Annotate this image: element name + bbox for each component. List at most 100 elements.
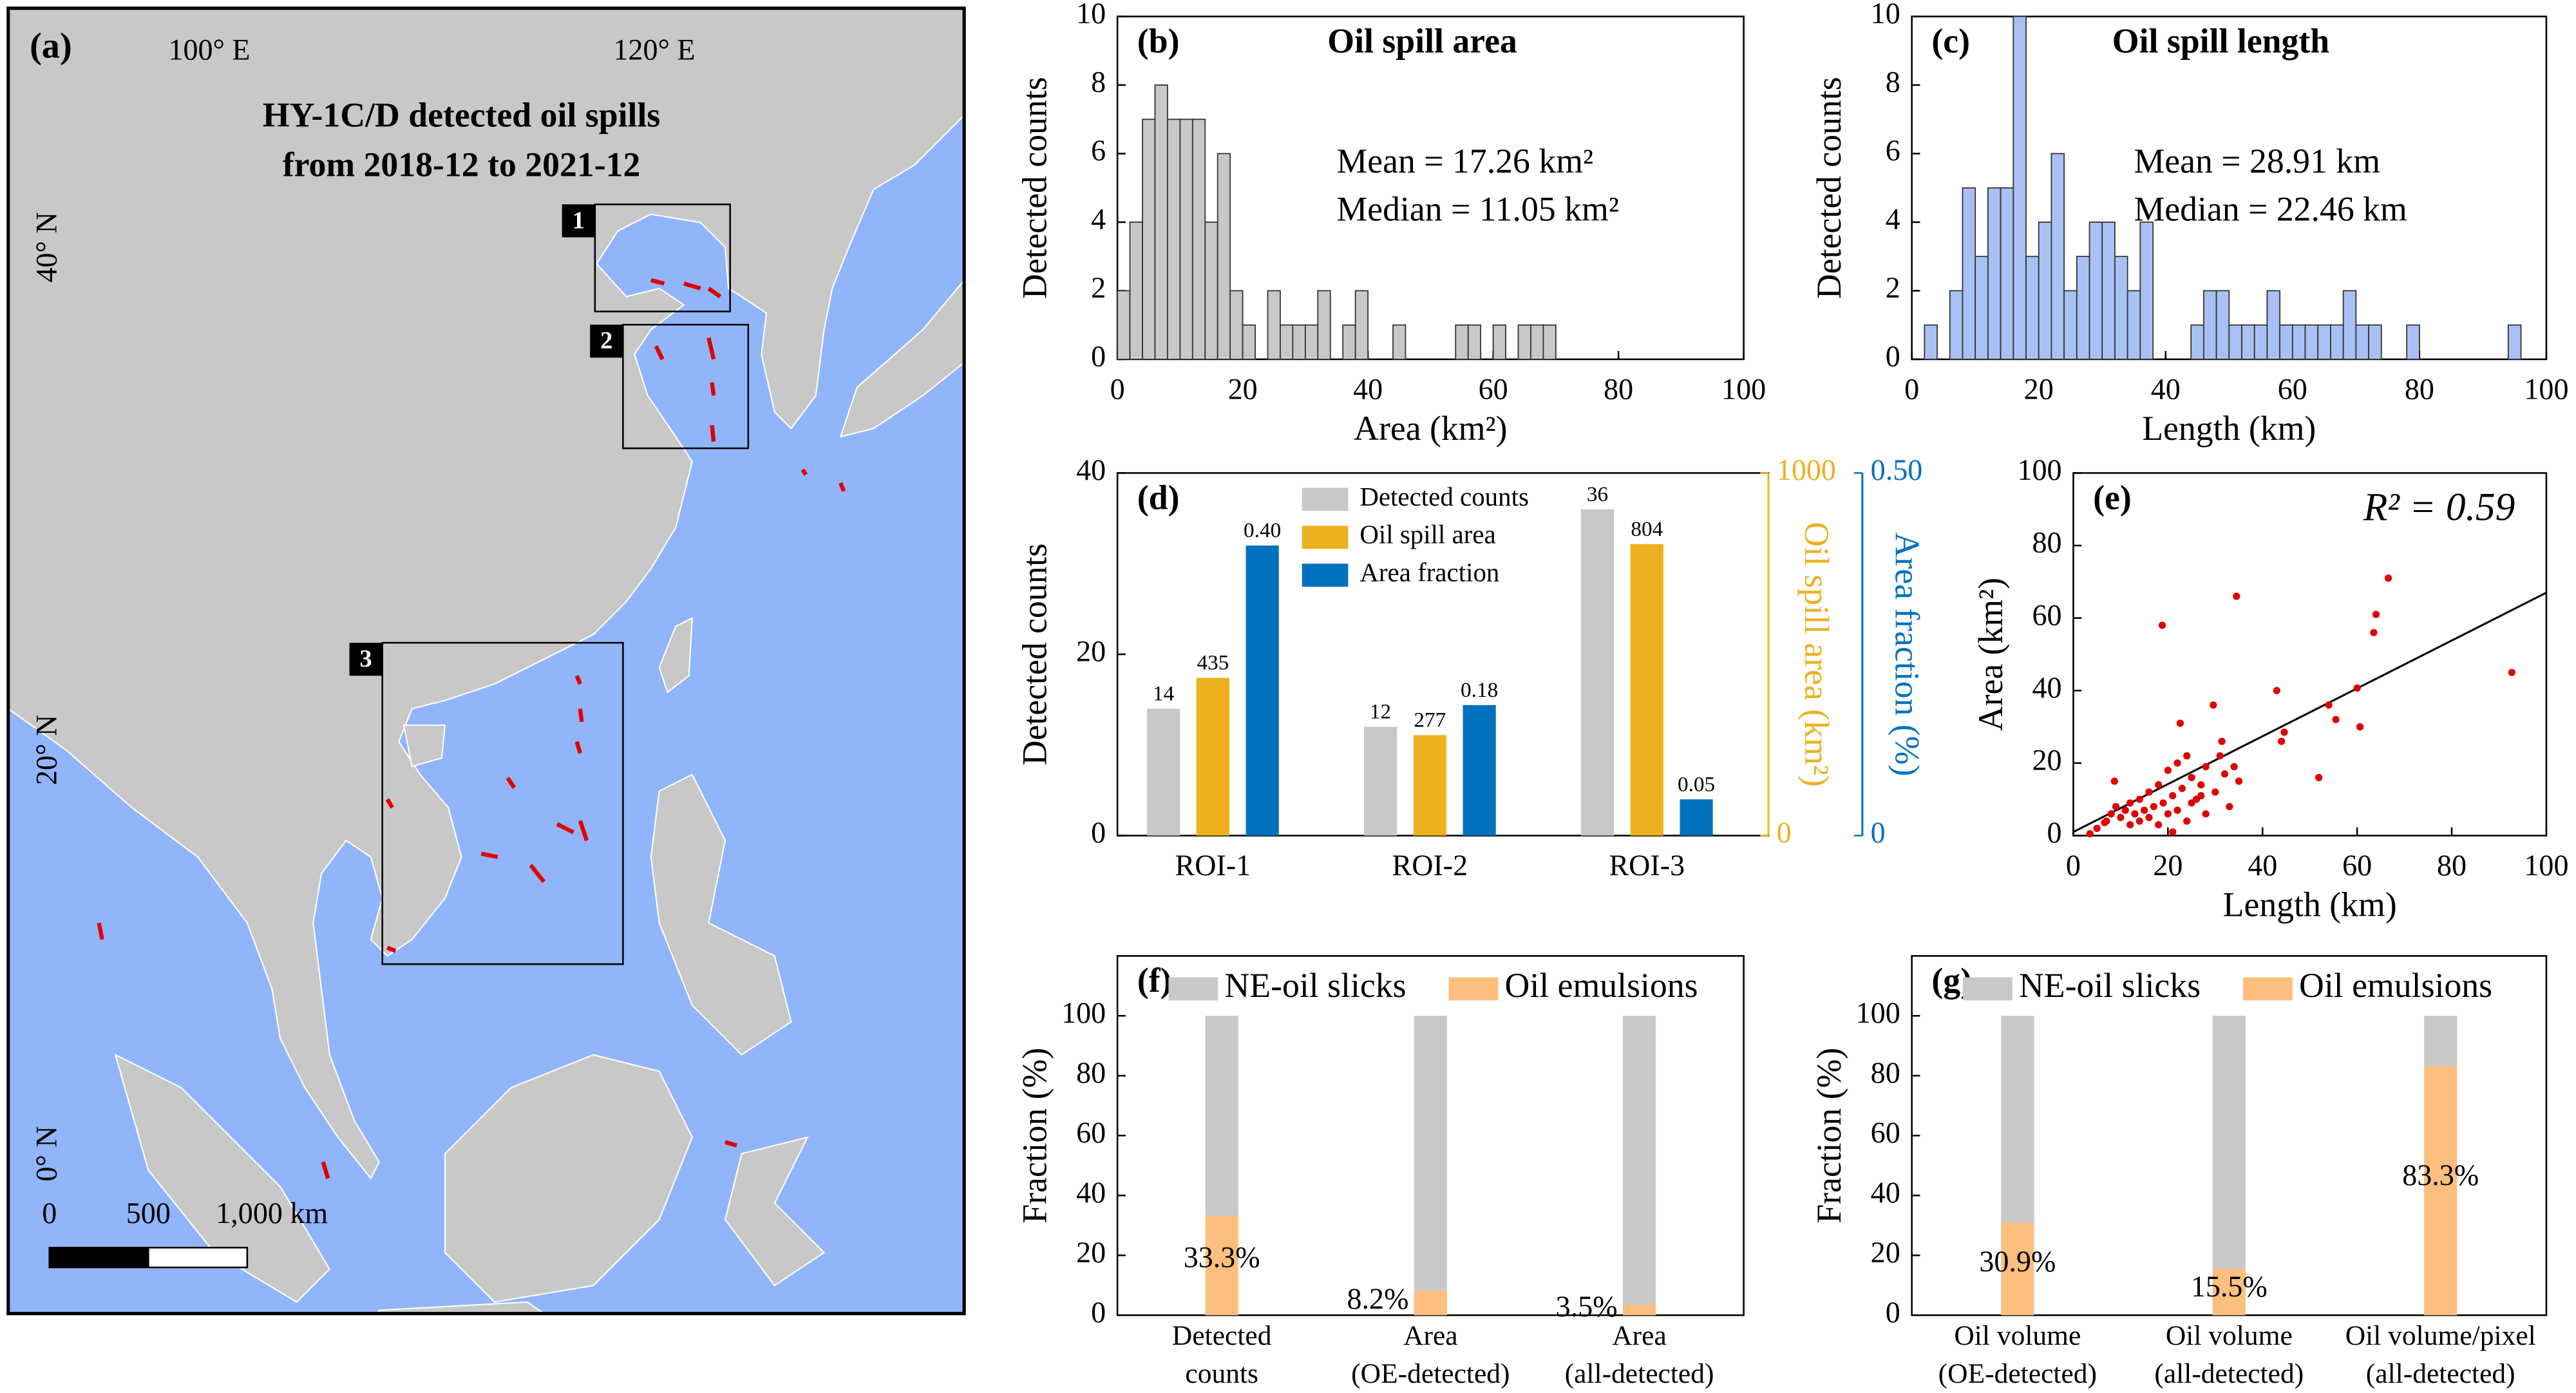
chart-title: Oil spill area (1327, 21, 1517, 60)
histogram-bar (2215, 290, 2230, 360)
scatter-point (2107, 810, 2115, 818)
roi-box (381, 641, 624, 965)
scatter-point (2370, 629, 2378, 636)
y-axis-label: Area (km²) (1971, 578, 2010, 731)
bar (1196, 678, 1229, 836)
land (724, 1136, 826, 1287)
scatter-point (2093, 824, 2101, 832)
histogram-bar (2406, 324, 2420, 360)
scatter-point (2131, 810, 2139, 818)
y-tick-label: 6 (1091, 134, 1106, 167)
histogram-bar (2291, 324, 2306, 360)
histogram-bar (1962, 187, 1976, 360)
legend-swatch (2243, 977, 2293, 1001)
value-label: 0.05 (1678, 772, 1715, 796)
land (839, 278, 965, 438)
oil-spill (529, 864, 546, 884)
histogram-bar (2317, 324, 2331, 360)
land (650, 773, 792, 1056)
y-tick-label: 8 (1091, 66, 1106, 99)
x-tick-label: 100 (1721, 373, 1766, 406)
bar-segment (2424, 1016, 2458, 1066)
value-label: 83.3% (2402, 1159, 2479, 1191)
legend-swatch (1962, 977, 2012, 1001)
x-tick-label: ROI-3 (1609, 849, 1685, 882)
scatter-point (2174, 759, 2181, 767)
value-label: 0.40 (1244, 518, 1281, 542)
legend-swatch (1448, 977, 1499, 1001)
value-label: 15.5% (2191, 1270, 2268, 1303)
bar-segment (2001, 1222, 2034, 1316)
histogram-bar (1154, 84, 1168, 360)
y-tick-label: 100 (1856, 996, 1900, 1029)
histogram-bar (2038, 222, 2052, 360)
histogram-bar (1392, 324, 1406, 360)
bar-segment (2212, 1269, 2246, 1316)
scatter-point (2140, 806, 2148, 814)
oil-spill (706, 337, 716, 360)
scatter-point (2158, 621, 2166, 629)
legend-swatch (1168, 977, 1218, 1001)
bar (1147, 708, 1180, 836)
legend-label: Area fraction (1359, 558, 1499, 587)
histogram-bar (2304, 324, 2319, 360)
y-tick-label: 2 (1091, 271, 1106, 304)
y-tick-label: 40 (1076, 1176, 1106, 1209)
y-tick-label: 20 (1076, 635, 1106, 668)
value-label: 277 (1414, 708, 1446, 732)
value-label: 14 (1153, 682, 1175, 706)
bar-segment (2212, 1016, 2246, 1269)
scatter-point (2183, 817, 2191, 825)
x-tick-label: (OE-detected) (1351, 1358, 1510, 1389)
scatter-point (2155, 820, 2163, 829)
histogram-bar (1167, 118, 1181, 360)
histogram-bar (1354, 290, 1369, 360)
bar (1630, 544, 1663, 836)
value-label: 30.9% (1979, 1245, 2056, 1278)
x-tick-label: 40 (2151, 373, 2181, 406)
legend-label: NE-oil slicks (1224, 966, 1406, 1005)
y-tick-label: 60 (1076, 1116, 1106, 1149)
scatter-point (2372, 611, 2380, 618)
scatter-point (2273, 687, 2280, 694)
histogram-bar (2190, 324, 2204, 360)
scatter-point (2233, 592, 2240, 600)
legend-label: Oil spill area (1359, 520, 1495, 549)
histogram-bar (1280, 324, 1294, 360)
oil-spill (574, 741, 582, 754)
scatter-point (2145, 788, 2153, 796)
scatter-point (2117, 813, 2125, 821)
oil-spill (650, 278, 665, 286)
roi-number: 2 (600, 327, 612, 354)
histogram-bar (2063, 290, 2078, 360)
x-tick-label: 60 (1479, 373, 1508, 406)
histogram-bar (2228, 324, 2242, 360)
scale-label: 500 (126, 1197, 171, 1229)
x-tick-label: Oil volume (2166, 1320, 2293, 1351)
y-tick-label: 0.50 (1871, 453, 1923, 486)
histogram-bar (2507, 324, 2522, 360)
scatter-point (2112, 802, 2120, 811)
histogram-bar (2241, 324, 2255, 360)
histogram-bar (1267, 290, 1281, 360)
value-label: 36 (1587, 482, 1608, 506)
histogram-bar (1317, 290, 1331, 360)
x-axis-label: Length (km) (2223, 885, 2397, 924)
oil-spill (574, 675, 582, 685)
scatter-point (2216, 752, 2224, 760)
land (444, 1054, 693, 1303)
bar-segment (1205, 1215, 1238, 1316)
y-tick-label: 10 (1871, 0, 1900, 30)
histogram-bar (1191, 118, 1206, 360)
roi-tag (349, 643, 383, 676)
scatter-point (2126, 799, 2134, 807)
scatter-point (2086, 830, 2094, 838)
panel-label: (e) (2093, 478, 2132, 516)
histogram-bar (1204, 222, 1218, 360)
histogram-bar (1517, 324, 1531, 360)
y-axis-label: Detected counts (1016, 544, 1054, 766)
y-axis-label: Detected counts (1810, 77, 1848, 299)
legend-swatch (1302, 488, 1349, 511)
scale-bar (147, 1247, 249, 1269)
